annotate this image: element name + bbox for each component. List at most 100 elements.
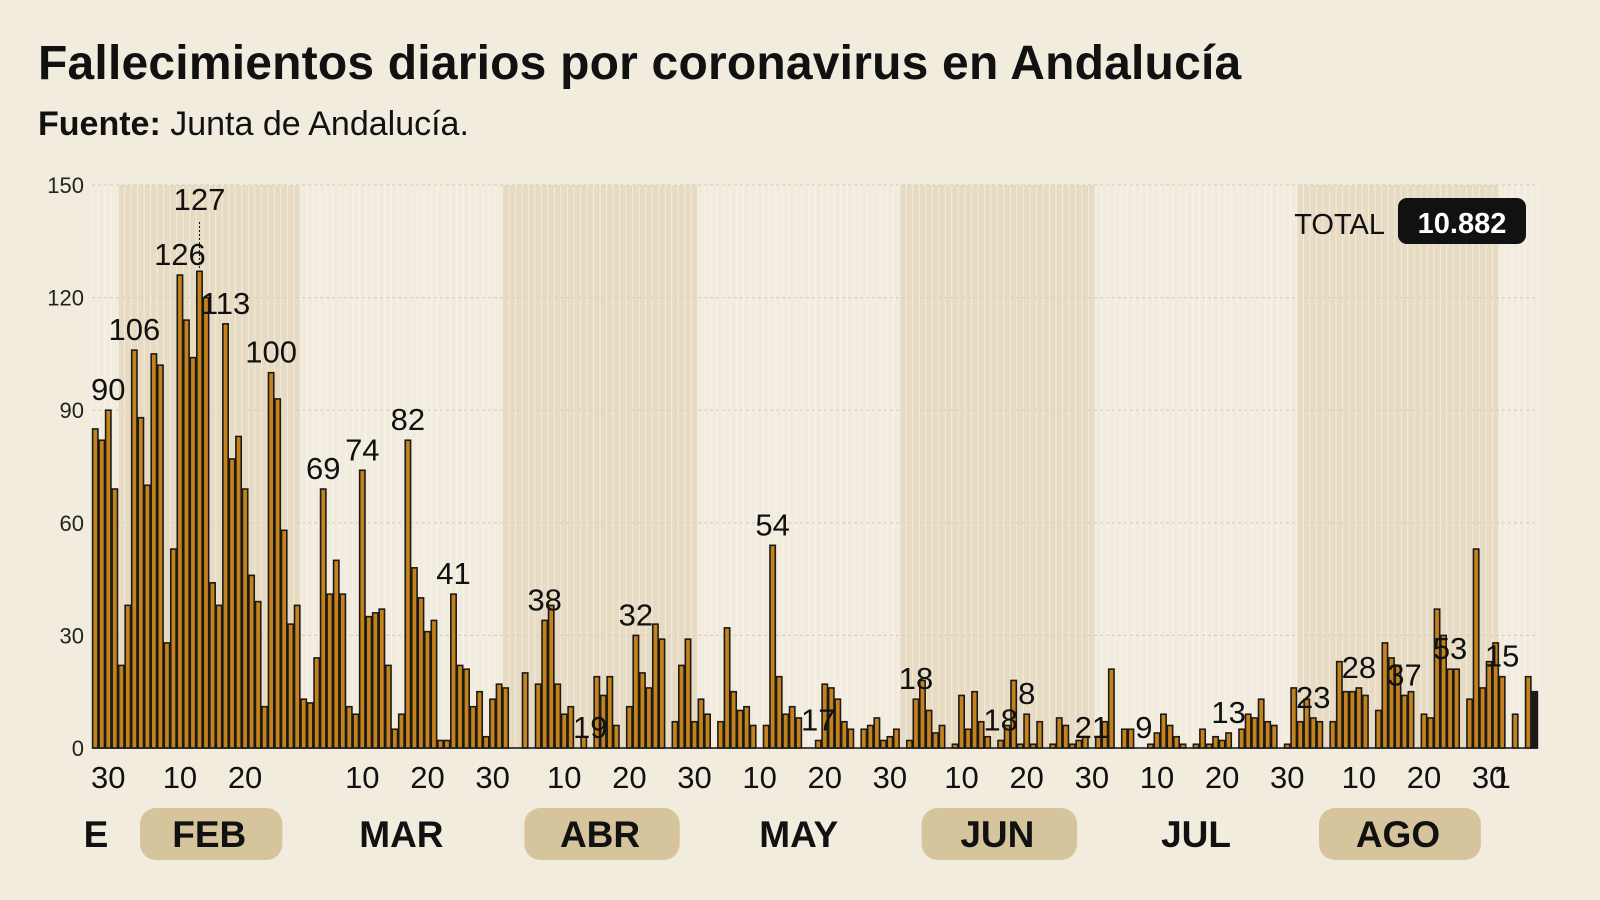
bar — [1173, 735, 1180, 749]
x-axis-months: E FEB MAR ABR MAY JUN JUL AGO — [84, 808, 1481, 860]
bar — [313, 657, 321, 749]
bar — [1068, 743, 1076, 749]
bar — [469, 705, 477, 749]
bar — [215, 604, 223, 749]
bar — [1446, 668, 1454, 749]
bar — [235, 435, 243, 749]
bar — [358, 469, 366, 749]
month-pill — [524, 808, 680, 860]
value-label: 21 — [1075, 710, 1109, 745]
bar — [222, 323, 229, 749]
x-tick-label: 20 — [1205, 760, 1239, 795]
bar — [156, 364, 164, 749]
bar — [502, 687, 510, 749]
bar — [912, 698, 920, 749]
value-label: 28 — [1342, 650, 1376, 685]
bar — [202, 296, 210, 749]
bar — [879, 739, 887, 749]
bar — [1160, 713, 1167, 749]
bar — [1355, 687, 1363, 749]
value-label: 13 — [1211, 695, 1245, 730]
bar — [1205, 743, 1213, 749]
value-label: 38 — [527, 582, 561, 617]
bar — [228, 458, 236, 749]
bar — [1016, 743, 1024, 749]
bar — [1316, 720, 1324, 749]
total-value: 10.882 — [1418, 208, 1507, 240]
month-pill — [921, 808, 1078, 860]
bar — [593, 675, 601, 749]
bar — [814, 739, 822, 749]
bar — [267, 371, 275, 749]
bar — [1153, 732, 1161, 749]
bar — [1251, 717, 1259, 749]
bar — [704, 713, 711, 749]
bar — [111, 488, 119, 749]
bar — [150, 353, 158, 749]
bar — [476, 690, 484, 749]
bar — [678, 664, 685, 749]
bar — [423, 630, 431, 749]
x-tick-label: 10 — [742, 760, 776, 795]
x-tick-label: 20 — [808, 760, 842, 795]
bar — [98, 439, 106, 749]
bar — [371, 612, 379, 749]
bar — [625, 705, 633, 749]
bar — [1010, 679, 1018, 749]
bar — [671, 720, 679, 749]
month-label: MAR — [359, 814, 443, 855]
bar — [892, 728, 900, 749]
value-label: 32 — [619, 597, 653, 632]
value-label: 74 — [345, 432, 379, 467]
bar — [1094, 735, 1102, 749]
bar — [339, 593, 347, 749]
month-band — [899, 185, 1096, 748]
bar — [977, 720, 985, 749]
bar — [938, 724, 946, 749]
bar — [404, 439, 412, 749]
bar — [495, 683, 503, 749]
bar — [795, 717, 803, 749]
bar — [1179, 743, 1187, 749]
bar — [632, 634, 640, 749]
bar — [169, 548, 177, 749]
bar — [410, 567, 418, 749]
value-label: 113 — [201, 286, 250, 321]
bar — [463, 668, 470, 749]
bar — [736, 709, 744, 749]
bar — [300, 698, 308, 749]
bar — [248, 574, 256, 749]
bar — [599, 694, 607, 749]
bar — [612, 724, 620, 749]
x-tick-label: 30 — [1270, 760, 1304, 795]
bar — [397, 713, 405, 749]
x-tick-label: 30 — [1075, 760, 1109, 795]
bar — [684, 638, 692, 749]
value-label: 8 — [1018, 676, 1035, 711]
bar — [91, 428, 99, 749]
bar — [1101, 720, 1109, 749]
bar — [1498, 675, 1506, 749]
bar — [1381, 642, 1389, 749]
bar — [1472, 548, 1480, 749]
bar — [1244, 713, 1252, 749]
x-tick-label: 20 — [410, 760, 444, 795]
bar — [1081, 735, 1089, 749]
bar — [1433, 608, 1441, 749]
bar — [638, 672, 646, 749]
bar — [365, 615, 373, 749]
bar — [1303, 698, 1311, 749]
x-tick-label: 30 — [873, 760, 907, 795]
bar — [606, 675, 614, 749]
month-bands — [118, 185, 1499, 748]
bar — [567, 705, 575, 749]
bar — [437, 739, 444, 749]
bar — [919, 679, 926, 749]
bar — [769, 544, 777, 749]
x-tick-label: 30 — [1472, 760, 1506, 795]
bar — [443, 739, 451, 749]
bar — [384, 664, 392, 749]
y-tick-label: 0 — [72, 736, 84, 761]
bar — [1127, 728, 1135, 749]
